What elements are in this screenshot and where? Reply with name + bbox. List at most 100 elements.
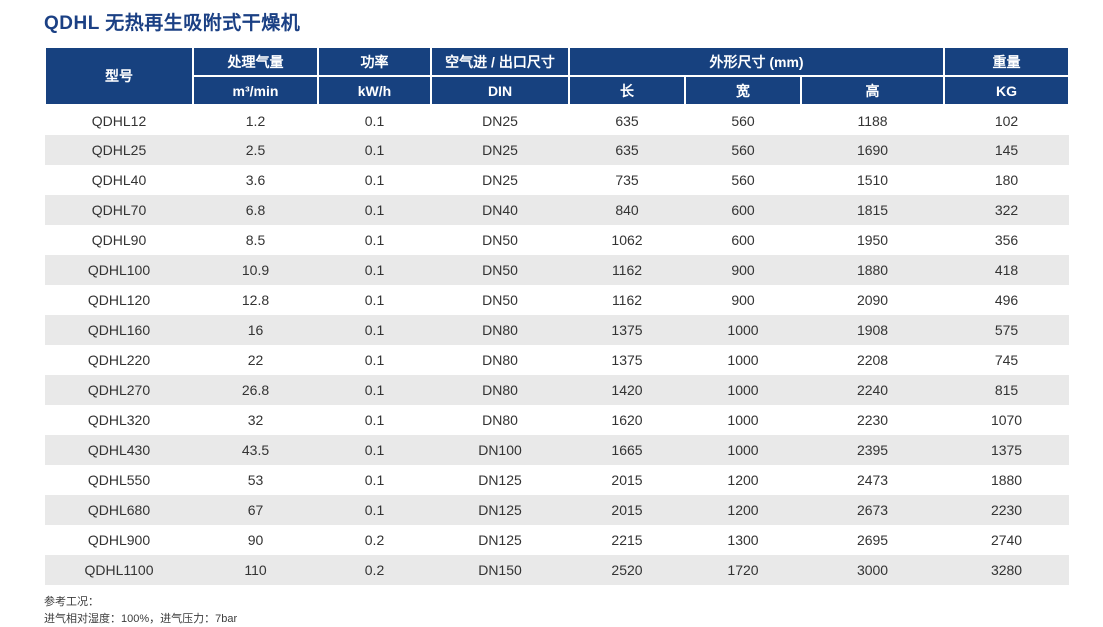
cell-width: 560 [685, 135, 801, 165]
cell-power: 0.1 [318, 195, 431, 225]
cell-height: 2240 [801, 375, 944, 405]
cell-length: 2015 [569, 465, 685, 495]
cell-length: 1375 [569, 345, 685, 375]
cell-weight: 496 [944, 285, 1069, 315]
cell-power: 0.1 [318, 285, 431, 315]
cell-power: 0.2 [318, 555, 431, 585]
cell-power: 0.1 [318, 435, 431, 465]
cell-length: 635 [569, 105, 685, 135]
cell-din: DN25 [431, 105, 569, 135]
cell-model: QDHL12 [45, 105, 193, 135]
cell-flow: 53 [193, 465, 318, 495]
cell-height: 1880 [801, 255, 944, 285]
cell-flow: 3.6 [193, 165, 318, 195]
cell-flow: 32 [193, 405, 318, 435]
cell-din: DN125 [431, 495, 569, 525]
cell-power: 0.1 [318, 405, 431, 435]
cell-flow: 90 [193, 525, 318, 555]
cell-length: 2520 [569, 555, 685, 585]
cell-weight: 322 [944, 195, 1069, 225]
cell-din: DN50 [431, 285, 569, 315]
cell-length: 1162 [569, 255, 685, 285]
cell-din: DN80 [431, 345, 569, 375]
cell-flow: 110 [193, 555, 318, 585]
cell-din: DN80 [431, 405, 569, 435]
cell-height: 1908 [801, 315, 944, 345]
cell-height: 2695 [801, 525, 944, 555]
cell-din: DN125 [431, 525, 569, 555]
cell-length: 1420 [569, 375, 685, 405]
cell-weight: 102 [944, 105, 1069, 135]
cell-length: 840 [569, 195, 685, 225]
cell-model: QDHL120 [45, 285, 193, 315]
cell-height: 2673 [801, 495, 944, 525]
cell-width: 1200 [685, 465, 801, 495]
cell-flow: 2.5 [193, 135, 318, 165]
cell-weight: 180 [944, 165, 1069, 195]
cell-model: QDHL900 [45, 525, 193, 555]
col-header-flow: 处理气量 [193, 47, 318, 76]
cell-din: DN25 [431, 165, 569, 195]
page-title: QDHL 无热再生吸附式干燥机 [44, 8, 1103, 35]
cell-flow: 26.8 [193, 375, 318, 405]
cell-width: 1200 [685, 495, 801, 525]
cell-weight: 3280 [944, 555, 1069, 585]
cell-length: 1375 [569, 315, 685, 345]
cell-width: 1000 [685, 315, 801, 345]
col-subheader-port-unit: DIN [431, 76, 569, 105]
cell-height: 1815 [801, 195, 944, 225]
cell-power: 0.1 [318, 465, 431, 495]
cell-width: 600 [685, 195, 801, 225]
cell-flow: 12.8 [193, 285, 318, 315]
cell-din: DN50 [431, 225, 569, 255]
col-subheader-flow-unit: m³/min [193, 76, 318, 105]
cell-power: 0.2 [318, 525, 431, 555]
cell-flow: 22 [193, 345, 318, 375]
cell-weight: 145 [944, 135, 1069, 165]
cell-height: 2230 [801, 405, 944, 435]
cell-height: 1188 [801, 105, 944, 135]
cell-width: 600 [685, 225, 801, 255]
cell-flow: 6.8 [193, 195, 318, 225]
cell-length: 1062 [569, 225, 685, 255]
cell-weight: 575 [944, 315, 1069, 345]
cell-width: 900 [685, 255, 801, 285]
cell-din: DN80 [431, 375, 569, 405]
cell-power: 0.1 [318, 225, 431, 255]
cell-height: 2395 [801, 435, 944, 465]
cell-flow: 1.2 [193, 105, 318, 135]
cell-width: 560 [685, 105, 801, 135]
cell-weight: 1070 [944, 405, 1069, 435]
cell-width: 1720 [685, 555, 801, 585]
cell-width: 1300 [685, 525, 801, 555]
col-subheader-power-unit: kW/h [318, 76, 431, 105]
cell-model: QDHL1100 [45, 555, 193, 585]
cell-weight: 2740 [944, 525, 1069, 555]
spec-table: 型号 处理气量 功率 空气进 / 出口尺寸 外形尺寸 (mm) 重量 m³/mi… [44, 46, 1070, 585]
note-line-1: 参考工况： [44, 594, 1103, 611]
header-row-group: 型号 处理气量 功率 空气进 / 出口尺寸 外形尺寸 (mm) 重量 [45, 47, 1069, 76]
cell-flow: 43.5 [193, 435, 318, 465]
cell-height: 2473 [801, 465, 944, 495]
cell-model: QDHL680 [45, 495, 193, 525]
cell-model: QDHL430 [45, 435, 193, 465]
header-row-units: m³/min kW/h DIN 长 宽 高 KG [45, 76, 1069, 105]
cell-power: 0.1 [318, 255, 431, 285]
cell-model: QDHL320 [45, 405, 193, 435]
cell-model: QDHL100 [45, 255, 193, 285]
cell-width: 560 [685, 165, 801, 195]
cell-power: 0.1 [318, 105, 431, 135]
cell-power: 0.1 [318, 375, 431, 405]
cell-power: 0.1 [318, 345, 431, 375]
cell-din: DN150 [431, 555, 569, 585]
col-header-weight: 重量 [944, 47, 1069, 76]
cell-flow: 67 [193, 495, 318, 525]
